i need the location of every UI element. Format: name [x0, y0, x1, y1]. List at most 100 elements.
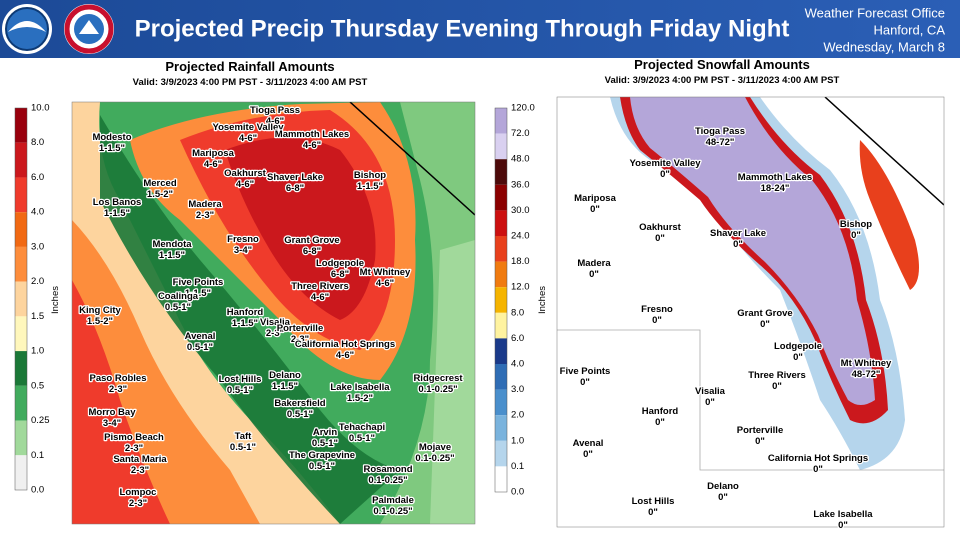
scale-label: 2.0: [31, 276, 44, 287]
place-name: Lodgepole: [316, 258, 364, 269]
place-name: Mammoth Lakes: [738, 172, 812, 183]
scale-label: 1.0: [31, 346, 44, 357]
scale-label: 0.0: [511, 487, 524, 498]
scale-swatch: [15, 142, 27, 178]
place-name: Modesto: [92, 132, 131, 143]
scale-swatch: [15, 455, 27, 490]
place-amount: 0.5-1": [230, 442, 256, 453]
place-amount: 3-4": [234, 245, 252, 256]
scale-swatch: [495, 184, 507, 211]
scale-label: 8.0: [31, 137, 44, 148]
scale-swatch: [495, 210, 507, 236]
scale-swatch: [495, 466, 507, 492]
scale-label: 2.0: [511, 410, 524, 421]
scale-swatch: [15, 246, 27, 282]
place-name: Taft: [235, 431, 253, 442]
place-amount: 0": [838, 520, 848, 531]
place-amount: 0.5-1": [165, 302, 191, 313]
scale-label: 6.0: [31, 172, 44, 183]
place-name: Porterville: [737, 425, 783, 436]
place-amount: 4-6": [336, 350, 354, 361]
place-amount: 6-8": [286, 183, 304, 194]
place-name: Bishop: [840, 219, 872, 230]
place-amount: 48-72": [852, 369, 881, 380]
office-line: Hanford, CA: [873, 22, 945, 37]
scale-swatch: [495, 287, 507, 313]
place-amount: 48-72": [706, 137, 735, 148]
place-name: Delano: [269, 370, 301, 381]
map-title: Projected Snowfall Amounts: [634, 57, 810, 72]
scale-frame: [494, 107, 508, 493]
place-name: Visalia: [260, 317, 291, 328]
scale-swatch: [15, 351, 27, 386]
place-name: Oakhurst: [639, 222, 682, 233]
scale-label: 10.0: [31, 103, 50, 114]
place-amount: 0.1-0.25": [418, 384, 457, 395]
scale-label: 48.0: [511, 154, 530, 165]
scale-label: 4.0: [31, 207, 44, 218]
place-amount: 2-3": [125, 443, 143, 454]
place-amount: 0.1-0.25": [368, 475, 407, 486]
place-name: Fresno: [227, 234, 259, 245]
scale-label: 0.1: [31, 450, 44, 461]
scale-label: 8.0: [511, 307, 524, 318]
place-name: Mt Whitney: [841, 358, 892, 369]
place-name: California Hot Springs: [768, 453, 868, 464]
place-name: Arvin: [313, 427, 337, 438]
place-amount: 2-3": [266, 328, 284, 339]
place-name: Grant Grove: [737, 308, 792, 319]
place-name: Tioga Pass: [250, 105, 300, 116]
place-amount: 0": [755, 436, 765, 447]
place-amount: 4-6": [239, 133, 257, 144]
place-name: Shaver Lake: [267, 172, 323, 183]
place-amount: 4-6": [311, 292, 329, 303]
place-amount: 18-24": [761, 183, 790, 194]
place-name: Lompoc: [120, 487, 157, 498]
place-name: Mariposa: [192, 148, 234, 159]
place-amount: 0.5-1": [349, 433, 375, 444]
place-name: Five Points: [173, 277, 224, 288]
scale-label: 12.0: [511, 282, 530, 293]
office-line: Weather Forecast Office: [805, 5, 945, 20]
scale-label: 0.0: [31, 485, 44, 496]
place-amount: 0": [813, 464, 823, 475]
office-line: Wednesday, March 8: [823, 39, 945, 54]
place-amount: 0": [655, 233, 665, 244]
place-amount: 4-6": [204, 159, 222, 170]
place-name: Mariposa: [574, 193, 616, 204]
place-name: Morro Bay: [89, 407, 137, 418]
rain-field: [72, 102, 475, 524]
place-name: Paso Robles: [89, 373, 146, 384]
place-amount: 0.1-0.25": [373, 506, 412, 517]
place-amount: 0": [851, 230, 861, 241]
place-name: Fresno: [641, 304, 673, 315]
place-amount: 1-1.5": [185, 288, 211, 299]
place-name: California Hot Springs: [295, 339, 395, 350]
place-name: Delano: [707, 481, 739, 492]
place-name: Shaver Lake: [710, 228, 766, 239]
place-name: Lake Isabella: [813, 509, 873, 520]
scale-label: 36.0: [511, 179, 530, 190]
place-amount: 0": [705, 397, 715, 408]
place-amount: 6-8": [303, 246, 321, 257]
scale-label: 1.5: [31, 311, 44, 322]
place-amount: 1.5-2": [347, 393, 373, 404]
scale-label: 72.0: [511, 128, 530, 139]
place-amount: 0": [760, 319, 770, 330]
place-amount: 0": [589, 269, 599, 280]
scale-label: 30.0: [511, 205, 530, 216]
place-name: Lost Hills: [632, 496, 675, 507]
place-name: Hanford: [227, 307, 264, 318]
place-name: Visalia: [695, 386, 726, 397]
scale-swatch: [495, 338, 507, 364]
scale-label: 3.0: [31, 241, 44, 252]
place-name: Mt Whitney: [360, 267, 411, 278]
place-name: Lodgepole: [774, 341, 822, 352]
place-amount: 0.5-1": [287, 409, 313, 420]
scale-axis-label: Inches: [537, 286, 548, 314]
place-name: Three Rivers: [291, 281, 349, 292]
scale-swatch: [495, 312, 507, 339]
scale-label: 0.1: [511, 461, 524, 472]
place-name: Lost Hills: [219, 374, 262, 385]
scale-frame: [14, 107, 28, 491]
